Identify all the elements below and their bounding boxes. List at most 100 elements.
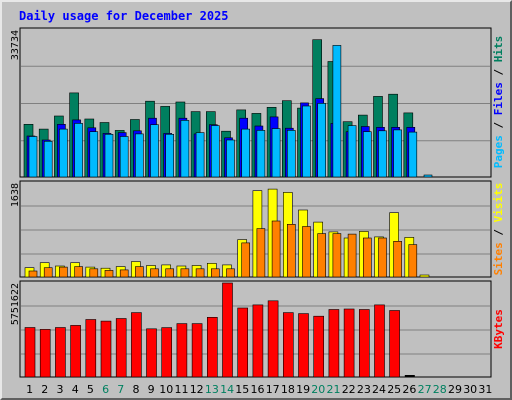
- kbytes-bar-kbytes: [358, 309, 370, 378]
- hits-files-pages-bar-pages: [332, 45, 342, 178]
- hits-files-pages-bar-pages: [119, 136, 129, 178]
- x-tick-label: 20: [311, 383, 325, 396]
- kbytes-bar-kbytes: [39, 329, 51, 378]
- hits-files-pages-bar-pages: [378, 130, 387, 178]
- kbytes-bar-kbytes: [343, 308, 355, 378]
- x-tick-label: 6: [102, 383, 109, 396]
- kbytes-empty-day-marker: [404, 375, 415, 377]
- hits-files-pages-bar-pages: [135, 133, 144, 178]
- x-tick-label: 25: [387, 383, 401, 396]
- x-tick-label: 11: [175, 383, 189, 396]
- sites-visits-bar-sites: [378, 237, 387, 278]
- hits-files-pages-bar-pages: [347, 125, 357, 178]
- x-tick-label: 7: [117, 383, 124, 396]
- x-tick-label: 31: [478, 383, 492, 396]
- x-tick-label: 19: [296, 383, 310, 396]
- sites-visits-bar-sites: [211, 268, 220, 278]
- sites-visits-bar-sites: [271, 220, 281, 278]
- kbytes-bar-kbytes: [70, 325, 81, 378]
- x-tick-label: 10: [159, 383, 173, 396]
- hits-files-pages-bar-pages: [362, 131, 372, 178]
- x-tick-label: 24: [372, 383, 386, 396]
- kbytes-bar-kbytes: [146, 328, 157, 378]
- sites-visits-bar-visits: [419, 274, 430, 278]
- sites-visits-bar-sites: [165, 268, 174, 278]
- kbytes-bar-kbytes: [222, 282, 233, 378]
- legend-entry: Hits: [492, 36, 505, 63]
- kbytes-bar-kbytes: [252, 304, 264, 378]
- sites-visits-bar-sites: [286, 224, 296, 278]
- x-tick-label: 4: [72, 383, 79, 396]
- legend-entry: /: [492, 62, 505, 82]
- sites-visits-bar-sites: [28, 270, 38, 278]
- x-tick-label: 5: [87, 383, 94, 396]
- hits-files-pages-bar-pages: [423, 174, 433, 178]
- legend-entry: Sites: [492, 242, 505, 275]
- kbytes-bar-kbytes: [24, 327, 36, 378]
- kbytes-bar-kbytes: [207, 316, 218, 378]
- chart-title: Daily usage for December 2025: [19, 9, 229, 23]
- kbytes-bar-kbytes: [237, 307, 248, 378]
- kbytes-bar-kbytes: [267, 300, 279, 378]
- sites-visits-bar-sites: [89, 268, 99, 278]
- x-tick-label: 18: [281, 383, 295, 396]
- hits-files-pages-bar-pages: [226, 139, 235, 178]
- hits-files-pages-bar-pages: [150, 124, 159, 178]
- hits-files-pages-bar-pages: [241, 128, 250, 178]
- sites-visits-bar-sites: [256, 228, 266, 278]
- kbytes-bar-kbytes: [313, 315, 325, 378]
- kbytes-bar-kbytes: [191, 323, 203, 378]
- hits-files-pages-bar-pages: [165, 134, 174, 178]
- hits-files-pages-legend: Pages / Files / Hits: [492, 36, 505, 169]
- sites-visits-bar-sites: [241, 242, 250, 278]
- sites-visits-bar-sites: [119, 269, 129, 278]
- legend-entry: Pages: [492, 135, 505, 168]
- sites-visits-bar-sites: [43, 267, 53, 278]
- sites-visits-bar-sites: [59, 266, 68, 278]
- hits-files-pages-bar-pages: [43, 141, 53, 178]
- kbytes-bar-kbytes: [282, 312, 294, 378]
- kbytes-bar-kbytes: [115, 318, 127, 378]
- x-tick-label: 15: [235, 383, 249, 396]
- kbytes-bar-kbytes: [131, 312, 142, 378]
- sites-visits-bar-sites: [408, 244, 418, 278]
- kbytes-bar-kbytes: [176, 323, 188, 378]
- hits-files-pages-ymax-label: 33734: [10, 30, 21, 60]
- hits-files-pages-bar-pages: [28, 136, 38, 178]
- x-tick-label: 16: [251, 383, 265, 396]
- kbytes-bar-kbytes: [85, 319, 97, 378]
- sites-visits-bar-sites: [150, 268, 159, 278]
- hits-files-pages-bar-pages: [89, 131, 99, 178]
- x-tick-label: 1: [26, 383, 33, 396]
- sites-visits-bar-sites: [362, 237, 372, 278]
- x-tick-label: 2: [41, 383, 48, 396]
- x-tick-label: 21: [327, 383, 341, 396]
- x-tick-label: 9: [148, 383, 155, 396]
- hits-files-pages-bar-pages: [195, 132, 205, 178]
- hits-files-pages-bar-pages: [271, 128, 281, 178]
- legend-entry: /: [492, 115, 505, 135]
- x-tick-label: 30: [463, 383, 477, 396]
- x-tick-label: 22: [342, 383, 356, 396]
- hits-files-pages-bar-pages: [408, 131, 418, 178]
- x-tick-label: 26: [402, 383, 416, 396]
- kbytes-bar-kbytes: [298, 313, 309, 378]
- x-tick-label: 12: [190, 383, 204, 396]
- kbytes-bar-kbytes: [328, 309, 340, 378]
- kbytes-legend: KBytes: [492, 309, 505, 349]
- hits-files-pages-bar-pages: [104, 134, 114, 178]
- hits-files-pages-bar-pages: [286, 130, 296, 178]
- kbytes-bar-kbytes: [55, 327, 66, 378]
- sites-visits-legend: Sites / Visits: [492, 183, 505, 276]
- kbytes-ymax-label: 5751622: [10, 283, 21, 325]
- x-tick-label: 13: [205, 383, 219, 396]
- hits-files-pages-bar-pages: [180, 120, 190, 178]
- sites-visits-bar-sites: [104, 270, 114, 278]
- x-tick-label: 29: [448, 383, 462, 396]
- kbytes-bar-kbytes: [161, 327, 172, 378]
- sites-visits-bar-sites: [347, 233, 357, 278]
- hits-files-pages-bar-pages: [256, 130, 266, 178]
- hits-files-pages-bar-pages: [393, 129, 402, 178]
- legend-entry: Visits: [492, 183, 505, 223]
